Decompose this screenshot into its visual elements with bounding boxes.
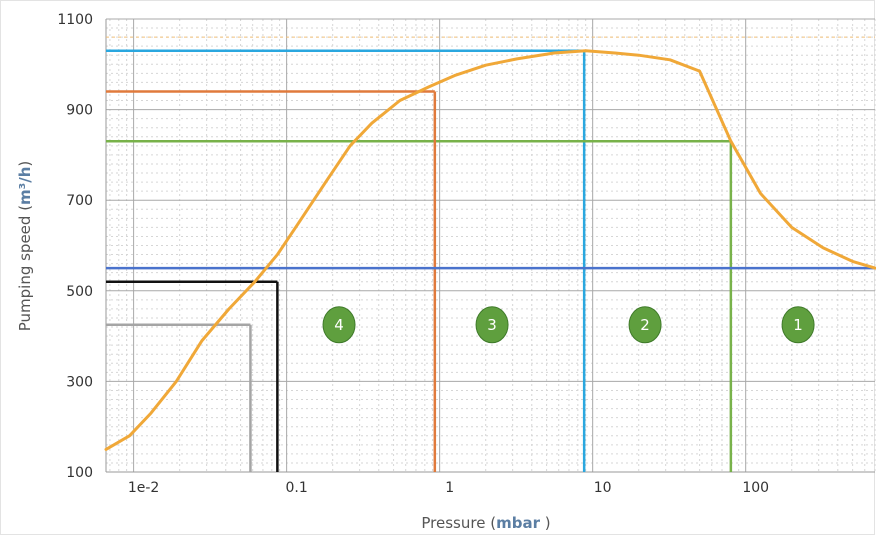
zone-4: 4: [322, 306, 356, 344]
series-line-1: [104, 49, 876, 451]
x-axis-title: Pressure (mbar ): [421, 514, 550, 532]
x-tick-label: 10: [594, 480, 612, 496]
y-tick-label: 300: [66, 374, 93, 390]
y-axis-title: Pumping speed (m³/h): [16, 161, 34, 332]
y-axis-unit: m³/h: [16, 167, 34, 205]
series-group: [104, 49, 876, 451]
zone-label: 4: [334, 316, 344, 334]
zone-badge: [322, 306, 356, 344]
y-tick-label: 1100: [57, 12, 93, 28]
y-tick-label: 100: [66, 465, 93, 481]
y-axis-label: Pumping speed: [16, 216, 34, 332]
zone-markers: 4 3 2 1: [322, 306, 815, 344]
zone-3: 3: [475, 306, 509, 344]
x-tick-labels: 1e-2 0.1 1 10 100: [128, 480, 769, 496]
zone-label: 2: [640, 316, 650, 334]
x-tick-label: 100: [742, 480, 769, 496]
y-tick-label: 700: [66, 193, 93, 209]
y-tick-label: 500: [66, 284, 93, 300]
x-tick-label: 1: [445, 480, 454, 496]
major-grid: [105, 18, 875, 473]
x-tick-label: 0.1: [285, 480, 307, 496]
x-axis-label: Pressure: [421, 514, 485, 532]
zone-label: 3: [487, 316, 497, 334]
zone-2: 2: [628, 306, 662, 344]
x-axis-unit: mbar: [496, 514, 540, 532]
zone-1: 1: [781, 306, 815, 344]
reference-lines: [106, 49, 875, 472]
zone-label: 1: [793, 316, 803, 334]
y-tick-label: 900: [66, 103, 93, 119]
zone-badge: [781, 306, 815, 344]
y-tick-labels: 100 300 500 700 900 1100: [57, 12, 93, 481]
minor-grid: [106, 19, 876, 472]
x-tick-label: 1e-2: [128, 480, 159, 496]
zone-badge: [475, 306, 509, 344]
zone-badge: [628, 306, 662, 344]
